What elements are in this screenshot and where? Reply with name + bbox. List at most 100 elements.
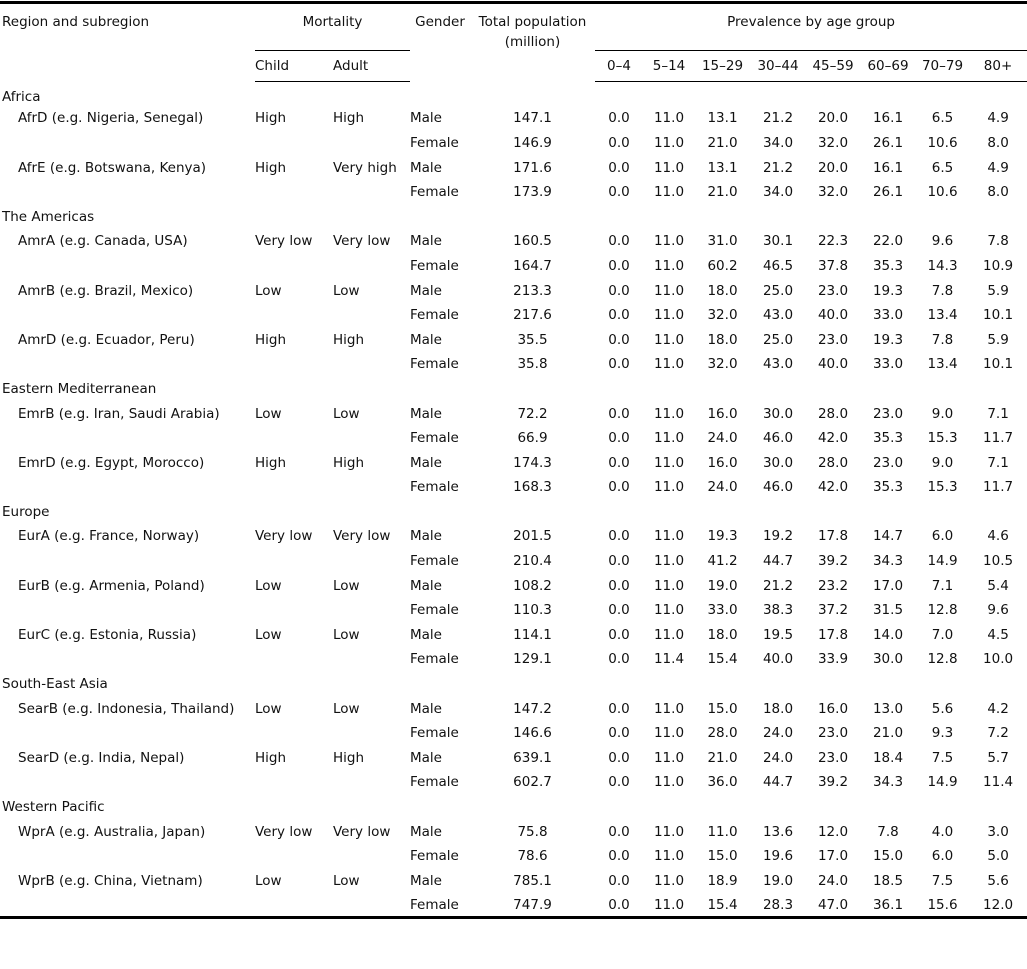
gender: Female (410, 430, 459, 447)
adult-mortality: Very low (333, 528, 391, 545)
prevalence-value: 6.0 (931, 528, 954, 545)
empty-cell (255, 893, 333, 918)
prevalence-value: 19.3 (872, 282, 904, 299)
header-cell: Gender (415, 14, 465, 30)
prevalence-value: 11.0 (653, 405, 685, 422)
prevalence-value: 18.0 (707, 282, 738, 299)
prevalence-value: 10.1 (983, 356, 1014, 373)
region-name: Eastern Mediterranean (2, 380, 157, 397)
prevalence-value: 32.0 (817, 184, 849, 201)
population: 639.1 (513, 749, 552, 766)
data-row: Female 35.8 0.0 11.0 32.0 43.0 40.0 33.0 13.4 10.… (0, 352, 1027, 377)
population: 168.3 (513, 479, 552, 496)
prevalence-value: 4.9 (987, 110, 1009, 127)
prevalence-value: 4.2 (987, 700, 1009, 717)
data-row: Female 78.6 0.0 11.0 15.0 19.6 17.0 15.0 6.0 5.0 (0, 844, 1027, 869)
header-cell: 5–14 (643, 50, 695, 82)
header-cell: 15–29 (695, 50, 750, 82)
population: 78.6 (517, 848, 548, 865)
empty-cell (0, 254, 255, 279)
header-cell: Total population (million) (470, 3, 595, 82)
subregion-name: SearD (e.g. India, Nepal) (18, 749, 185, 766)
prevalence-value: 0.0 (608, 307, 630, 324)
population: 146.6 (513, 725, 552, 742)
prevalence-value: 5.9 (987, 282, 1009, 299)
header-text: (million) (504, 34, 561, 50)
empty-cell (0, 131, 255, 156)
empty-cell (255, 352, 333, 377)
prevalence-value: 11.0 (653, 896, 685, 913)
adult-mortality: Low (333, 405, 360, 422)
population: 72.2 (517, 405, 548, 422)
data-row: EmrD (e.g. Egypt, Morocco) High High Male 17… (0, 450, 1027, 475)
data-row: Female 173.9 0.0 11.0 21.0 34.0 32.0 26.1 10.6 8.… (0, 180, 1027, 205)
empty-cell (255, 721, 333, 746)
prevalence-value: 11.0 (653, 626, 685, 643)
gender: Male (410, 159, 442, 176)
prevalence-value: 15.0 (872, 848, 904, 865)
empty-cell (333, 721, 410, 746)
prevalence-value: 9.6 (987, 602, 1009, 619)
data-row: AfrE (e.g. Botswana, Kenya) High Very high… (0, 155, 1027, 180)
prevalence-value: 0.0 (608, 184, 630, 201)
prevalence-value: 0.0 (608, 356, 630, 373)
prevalence-value: 7.2 (987, 725, 1009, 742)
prevalence-value: 21.0 (707, 134, 738, 151)
table-header: Region and subregion Mortality Gender To… (0, 2, 1027, 82)
prevalence-value: 34.0 (762, 134, 794, 151)
prevalence-value: 38.3 (762, 602, 794, 619)
prevalence-value: 0.0 (608, 430, 630, 447)
prevalence-value: 25.0 (762, 282, 794, 299)
prevalence-value: 46.0 (762, 479, 794, 496)
prevalence-value: 21.2 (762, 577, 794, 594)
prevalence-value: 19.2 (762, 528, 794, 545)
prevalence-value: 17.8 (817, 626, 849, 643)
prevalence-value: 21.2 (762, 159, 794, 176)
prevalence-value: 26.1 (872, 134, 904, 151)
adult-mortality: Very high (333, 159, 397, 176)
empty-cell (0, 721, 255, 746)
child-mortality: Very low (255, 233, 313, 250)
prevalence-value: 0.0 (608, 725, 630, 742)
prevalence-value: 10.5 (983, 553, 1014, 570)
prevalence-value: 11.0 (653, 184, 685, 201)
population: 173.9 (513, 184, 552, 201)
prevalence-value: 0.0 (608, 479, 630, 496)
empty-cell (333, 303, 410, 328)
prevalence-value: 11.4 (653, 651, 685, 668)
prevalence-value: 11.0 (653, 749, 685, 766)
prevalence-value: 34.3 (872, 553, 904, 570)
prevalence-value: 19.0 (707, 577, 738, 594)
population: 217.6 (513, 307, 552, 324)
prevalence-value: 16.1 (872, 159, 904, 176)
population: 210.4 (513, 553, 552, 570)
prevalence-value: 0.0 (608, 257, 630, 274)
child-mortality: Very low (255, 528, 313, 545)
gender: Male (410, 749, 442, 766)
region-row: Europe (0, 500, 1027, 525)
prevalence-value: 5.9 (987, 331, 1009, 348)
subregion-name: AmrA (e.g. Canada, USA) (18, 233, 188, 250)
data-row: Female 168.3 0.0 11.0 24.0 46.0 42.0 35.3 15.3 11… (0, 475, 1027, 500)
prevalence-value: 7.5 (931, 872, 954, 889)
prevalence-value: 0.0 (608, 233, 630, 250)
population: 785.1 (513, 872, 552, 889)
data-row: AmrB (e.g. Brazil, Mexico) Low Low Male 213.… (0, 278, 1027, 303)
subregion-name: AfrD (e.g. Nigeria, Senegal) (18, 110, 204, 127)
empty-cell (255, 303, 333, 328)
adult-mortality: Low (333, 577, 360, 594)
gender: Male (410, 282, 442, 299)
header-cell: 45–59 (806, 50, 860, 82)
data-row: EurC (e.g. Estonia, Russia) Low Low Male 114… (0, 623, 1027, 648)
prevalence-value: 21.0 (707, 749, 738, 766)
prevalence-value: 40.0 (817, 356, 849, 373)
gender: Female (410, 307, 459, 324)
gender: Male (410, 454, 442, 471)
prevalence-value: 0.0 (608, 700, 630, 717)
prevalence-value: 32.0 (707, 356, 738, 373)
population: 160.5 (513, 233, 552, 250)
population: 747.9 (513, 896, 552, 913)
prevalence-value: 31.0 (707, 233, 738, 250)
prevalence-value: 15.3 (927, 430, 958, 447)
prevalence-value: 18.0 (762, 700, 794, 717)
